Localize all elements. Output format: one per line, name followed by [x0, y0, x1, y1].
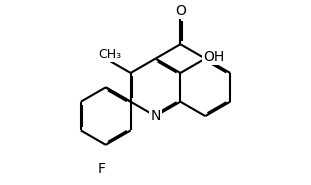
- Text: OH: OH: [203, 50, 224, 64]
- Text: N: N: [150, 109, 161, 123]
- Text: F: F: [98, 162, 106, 176]
- Text: O: O: [175, 4, 186, 18]
- Text: CH₃: CH₃: [98, 48, 121, 61]
